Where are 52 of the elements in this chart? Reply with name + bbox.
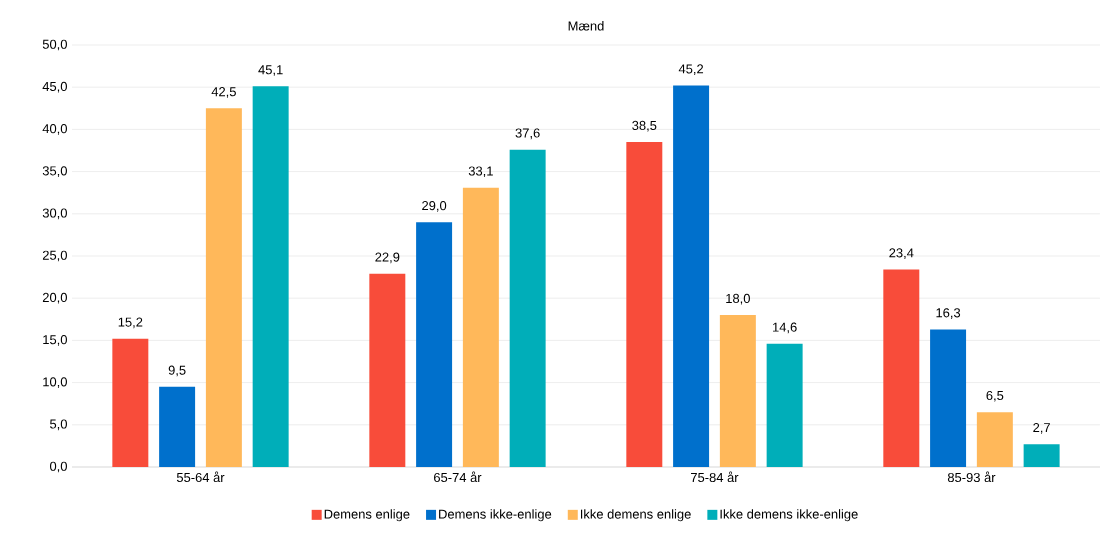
x-tick-label: 55-64 år [176,471,225,483]
y-tick-label: 10,0 [43,377,67,388]
legend-label: Ikke demens ikke-enlige [720,509,858,522]
bar [626,142,663,467]
bar [930,329,967,467]
y-tick-label: 30,0 [42,208,67,220]
y-tick-label: 20,0 [42,292,67,304]
bar [252,86,289,467]
bar [416,222,453,467]
chart-title: Mænd [568,20,604,31]
data-label: 15,2 [118,317,143,329]
data-label: 33,1 [468,166,493,178]
y-tick-label: 40,0 [42,124,67,135]
x-tick-label: 65-74 år [434,471,482,483]
bar [719,315,756,467]
bar [159,386,196,467]
data-label: 9,5 [168,365,186,377]
bar [205,108,242,467]
y-tick-label: 45,0 [42,81,67,93]
x-tick-label: 85-93 år [947,471,996,483]
data-label: 45,2 [678,64,704,75]
data-label: 37,6 [515,128,540,140]
bar [976,412,1013,467]
bar [883,269,920,467]
legend-label: Demens ikke-enlige [439,509,552,522]
bar [112,338,149,467]
y-tick-label: 0,0 [49,461,67,473]
y-tick-label: 25,0 [42,250,67,262]
data-label: 2,7 [1033,422,1050,434]
y-tick-label: 35,0 [42,166,67,177]
y-tick-label: 50,0 [42,39,67,51]
data-label: 45,1 [258,65,283,76]
data-label: 16,3 [936,308,961,319]
data-label: 18,0 [726,293,750,305]
data-label: 6,5 [986,390,1004,402]
legend-label: Demens enlige [324,509,410,522]
bar [1023,444,1060,467]
bar [369,273,406,467]
data-label: 29,0 [422,201,447,212]
data-label: 42,5 [211,87,236,98]
data-label: 22,9 [375,252,400,264]
y-tick-label: 5,0 [50,419,67,431]
bar [462,187,499,467]
bar [673,85,710,467]
data-label: 14,6 [773,322,797,334]
x-tick-label: 75-84 år [691,471,739,483]
y-tick-label: 15,0 [43,335,67,346]
bar [766,343,803,467]
data-label: 38,5 [632,120,657,132]
bar [509,149,546,467]
legend-label: Ikke demens enlige [580,509,691,522]
data-label: 23,4 [889,248,914,259]
